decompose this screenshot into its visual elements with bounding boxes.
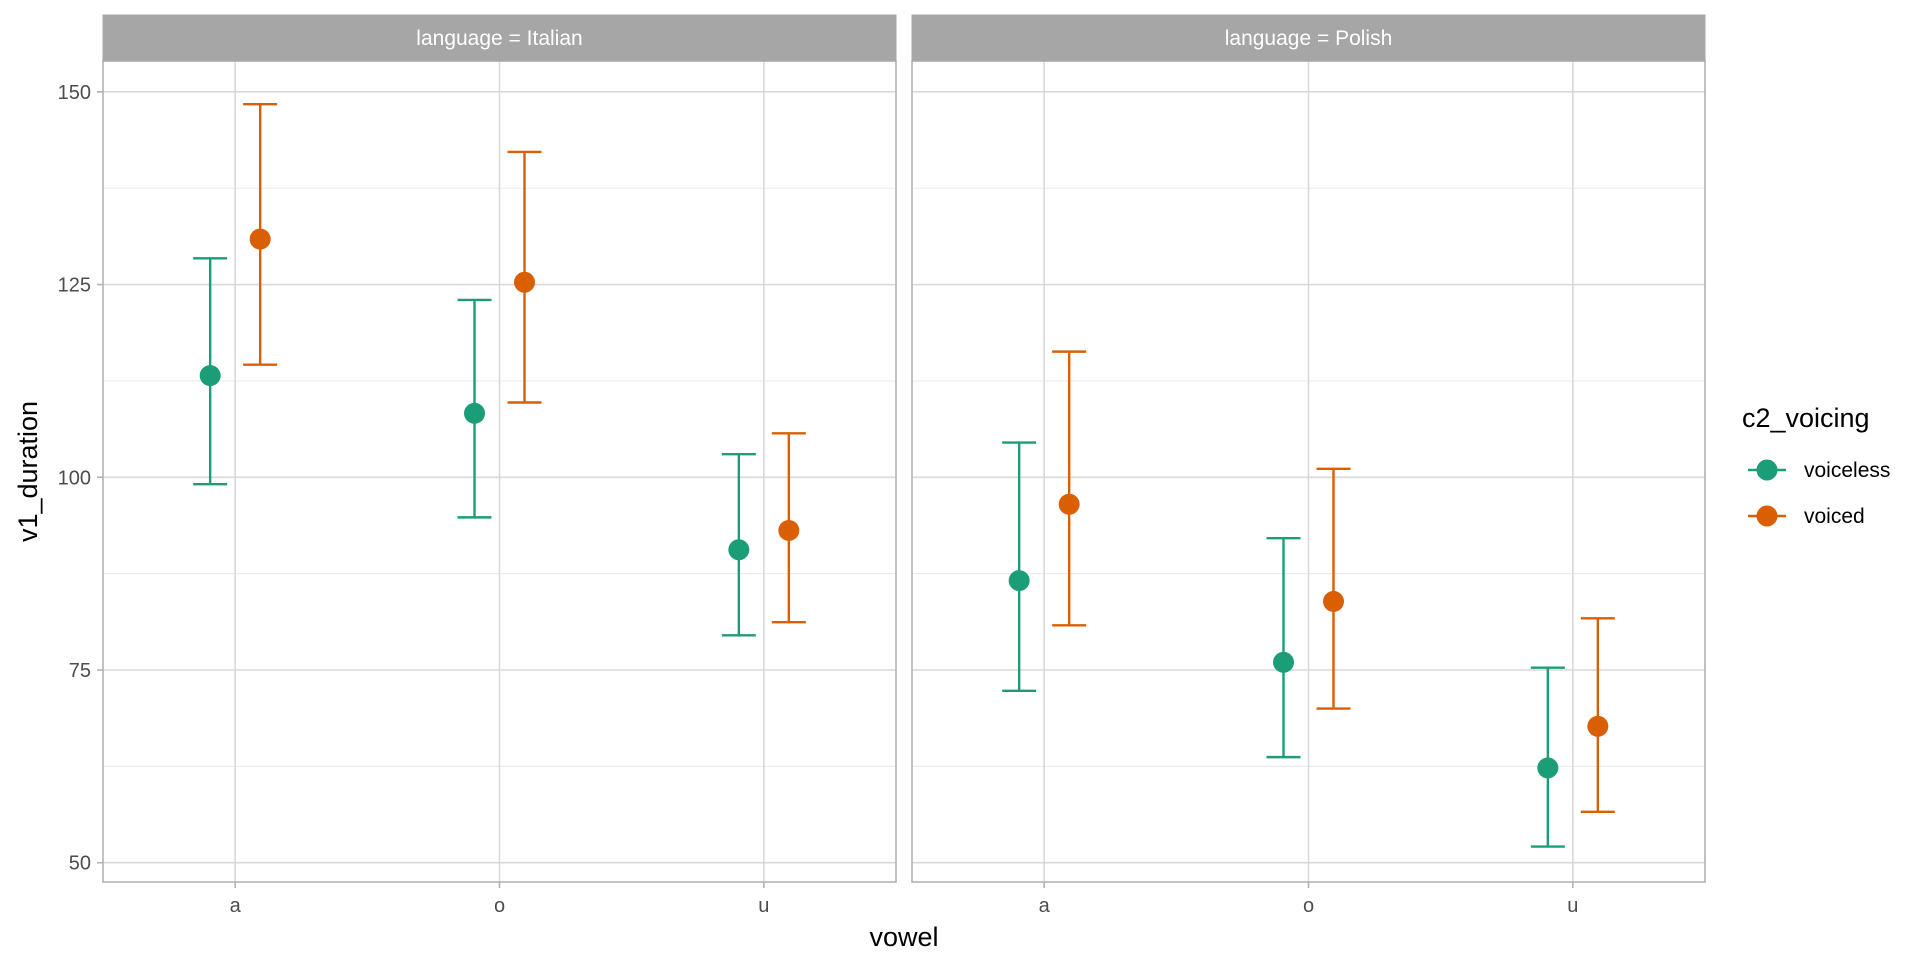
x-axis-title: vowel: [869, 922, 938, 952]
point-voiced: [1058, 493, 1080, 515]
point-voiceless: [199, 365, 221, 387]
y-tick-label: 150: [58, 82, 91, 104]
y-tick-label: 75: [69, 660, 91, 682]
legend-title: c2_voicing: [1742, 403, 1870, 433]
point-voiced: [778, 519, 800, 541]
x-tick-label: a: [1039, 895, 1051, 917]
point-voiceless: [464, 402, 485, 424]
y-tick-label: 50: [69, 853, 91, 875]
point-voiceless: [1008, 570, 1030, 592]
legend-label-voiceless: voiceless: [1804, 459, 1890, 482]
facet-strip: [102, 14, 897, 62]
facet-strip-label: language = Polish: [1225, 27, 1393, 50]
facet-strip: [911, 14, 1706, 62]
point-voiced: [1323, 590, 1344, 612]
facet-strip-label: language = Italian: [416, 27, 582, 50]
legend-key-point-voiced: [1756, 505, 1778, 527]
x-tick-label: u: [758, 895, 769, 917]
y-tick-label: 100: [58, 467, 91, 489]
point-voiced: [514, 271, 535, 293]
y-axis-title: v1_duration: [13, 401, 43, 542]
point-voiceless: [1537, 757, 1559, 779]
point-voiceless: [1273, 651, 1294, 673]
point-voiceless: [728, 539, 750, 561]
point-voiced: [1587, 715, 1609, 737]
x-tick-label: a: [230, 895, 242, 917]
point-voiced: [249, 228, 271, 250]
x-tick-label: u: [1567, 895, 1578, 917]
legend-key-point-voiceless: [1756, 459, 1778, 481]
x-tick-label: o: [494, 895, 505, 917]
y-tick-label: 125: [58, 275, 91, 297]
x-tick-label: o: [1303, 895, 1314, 917]
legend-label-voiced: voiced: [1804, 505, 1865, 528]
